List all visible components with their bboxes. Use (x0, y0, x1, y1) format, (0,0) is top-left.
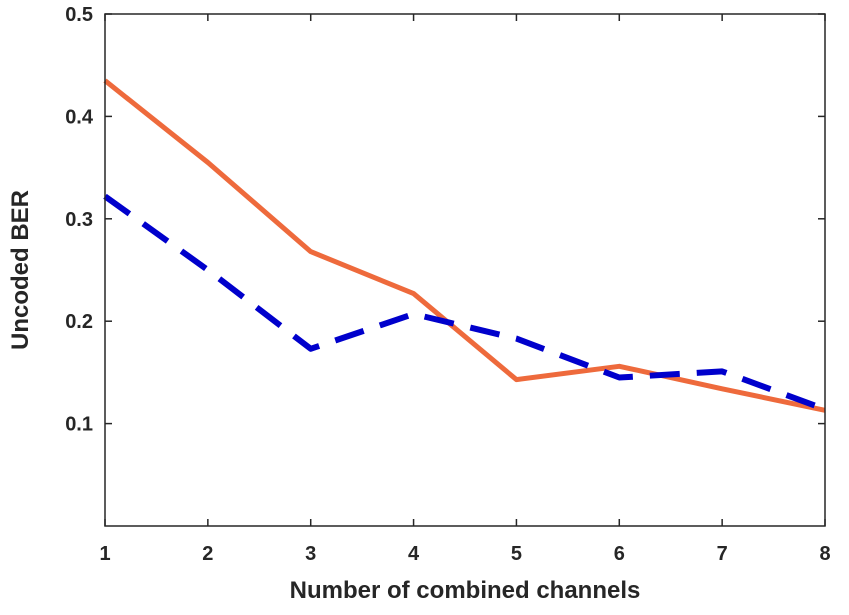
x-tick-label: 3 (305, 543, 316, 565)
x-tick-label: 2 (202, 543, 213, 565)
y-tick-label: 0.1 (65, 414, 93, 436)
plot-area-frame (104, 13, 826, 527)
y-tick-label: 0.4 (65, 106, 94, 128)
x-tick-label: 5 (511, 543, 522, 565)
x-tick-label: 8 (819, 543, 830, 565)
series-line-solid-orange (103, 78, 826, 413)
y-tick-label: 0.3 (65, 209, 93, 231)
y-tick-label: 0.5 (65, 4, 93, 26)
x-tick-label: 7 (717, 543, 728, 565)
y-axis-title: Uncoded BER (7, 190, 34, 350)
x-tick-label: 4 (408, 543, 420, 565)
y-tick-label: 0.2 (65, 311, 93, 333)
x-tick-label: 1 (99, 543, 110, 565)
series-layer (103, 78, 827, 413)
x-axis-title: Number of combined channels (290, 577, 641, 604)
axis-ticks: 1 2 3 4 5 6 7 8 0.1 0.2 0.3 0.4 0.5 (65, 4, 830, 565)
x-tick-label: 6 (614, 543, 625, 565)
series-line-dashed-blue (103, 193, 827, 413)
